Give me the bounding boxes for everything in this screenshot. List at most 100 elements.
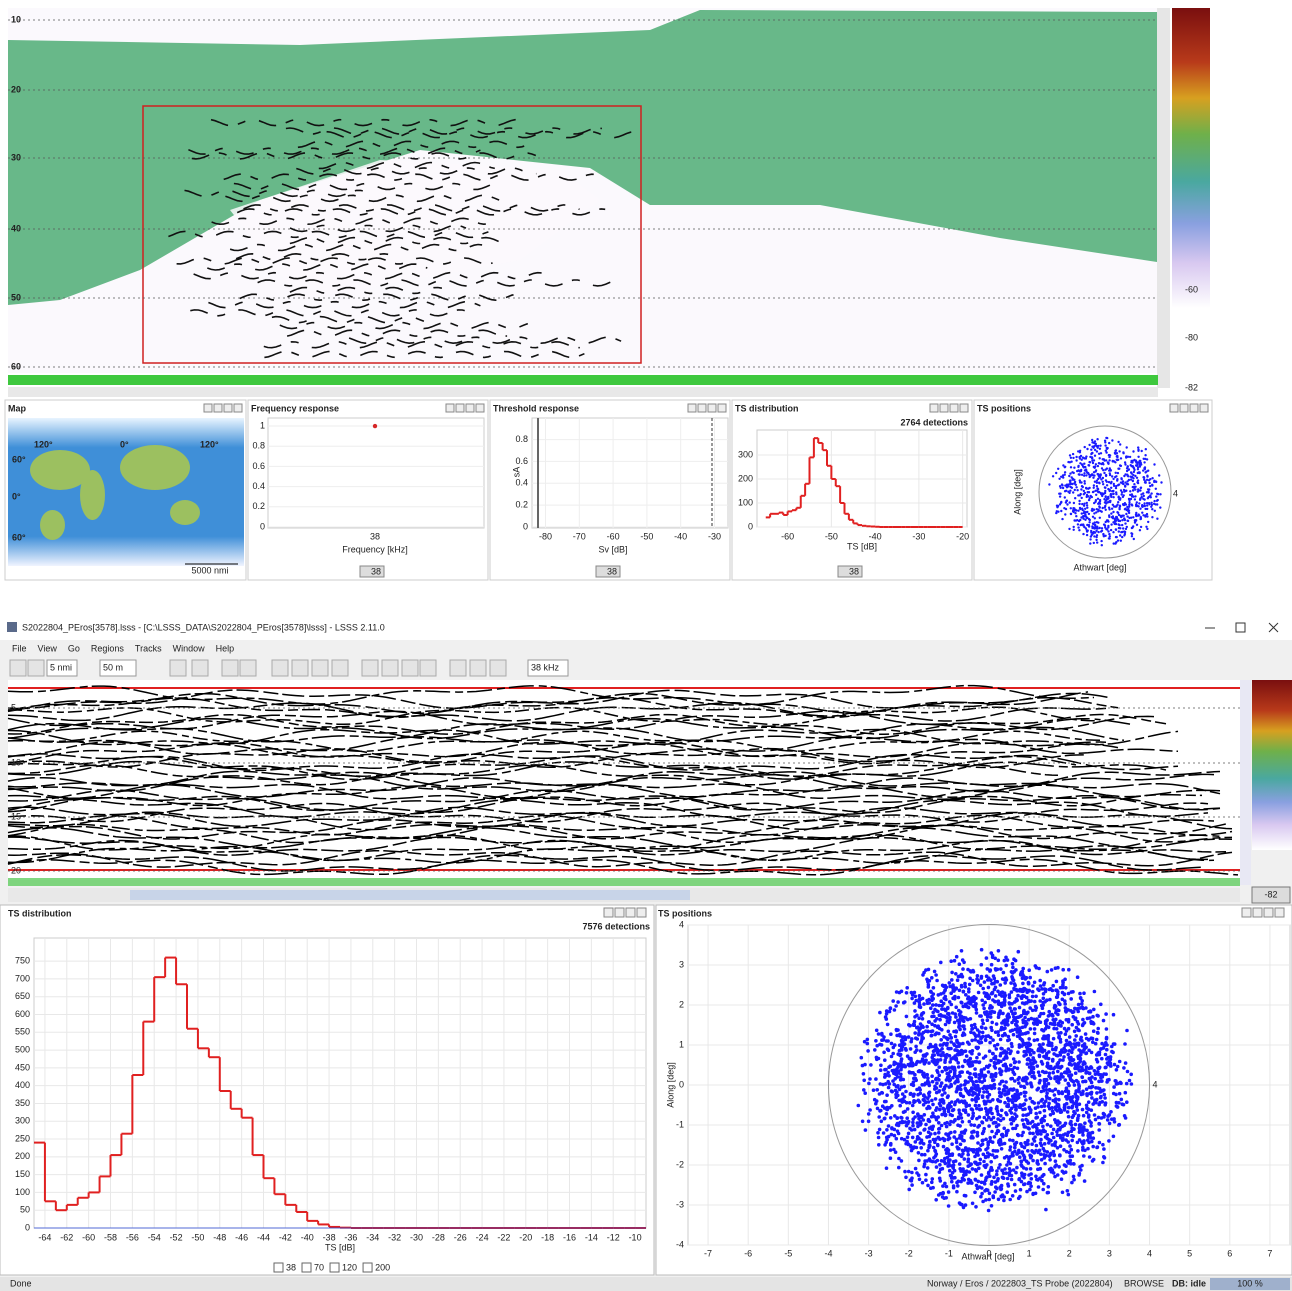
detection-point xyxy=(891,1079,895,1083)
detection-point xyxy=(1083,480,1086,483)
toolbar-button[interactable] xyxy=(469,659,487,677)
toolbar-button[interactable] xyxy=(291,659,309,677)
panel-button[interactable] xyxy=(1199,403,1209,413)
toolbar-button[interactable] xyxy=(331,659,349,677)
panel-button[interactable] xyxy=(614,907,625,918)
detection-point xyxy=(1047,1040,1051,1044)
legend-checkbox[interactable] xyxy=(329,1262,340,1273)
menu-item[interactable]: Regions xyxy=(91,643,125,653)
x-tick-label: -2 xyxy=(905,1248,913,1258)
legend-item[interactable]: 70 xyxy=(314,1262,324,1272)
h-scrollbar[interactable] xyxy=(8,387,1158,397)
scrollbar[interactable] xyxy=(1157,8,1170,388)
menu-item[interactable]: View xyxy=(38,643,58,653)
detection-point xyxy=(999,1183,1004,1188)
panel-button[interactable] xyxy=(929,403,939,413)
panel-button[interactable] xyxy=(697,403,707,413)
scroll-thumb[interactable] xyxy=(130,890,690,900)
toolbar-button[interactable] xyxy=(271,659,289,677)
legend-checkbox[interactable] xyxy=(362,1262,373,1273)
detection-point xyxy=(989,978,993,982)
legend-item[interactable]: 38 xyxy=(286,1262,296,1272)
legend-box[interactable] xyxy=(837,565,863,578)
detection-point xyxy=(1018,987,1022,992)
toolbar-button[interactable] xyxy=(27,659,45,677)
detection-point xyxy=(968,1017,973,1021)
scrollbar[interactable] xyxy=(1240,680,1251,885)
toolbar-button[interactable] xyxy=(191,659,209,677)
toolbar-button[interactable] xyxy=(401,659,419,677)
detection-point xyxy=(1091,1136,1096,1140)
dropdown-value[interactable]: 38 kHz xyxy=(531,662,560,672)
detection-point xyxy=(943,994,948,999)
panel-button[interactable] xyxy=(636,907,647,918)
toolbar-button[interactable] xyxy=(9,659,27,677)
legend-checkbox[interactable] xyxy=(301,1262,312,1273)
toolbar-button[interactable] xyxy=(239,659,257,677)
panel-button[interactable] xyxy=(445,403,455,413)
panel-button[interactable] xyxy=(603,907,614,918)
detection-point xyxy=(1125,1028,1129,1033)
menu-item[interactable]: Tracks xyxy=(135,643,162,653)
detection-point xyxy=(957,1073,962,1078)
panel-button[interactable] xyxy=(1252,907,1263,918)
detection-point xyxy=(1153,509,1157,512)
panel-button[interactable] xyxy=(203,403,213,413)
menu-item[interactable]: File xyxy=(12,643,27,653)
detection-point xyxy=(1132,470,1136,474)
panel-button[interactable] xyxy=(1263,907,1274,918)
legend-box[interactable] xyxy=(359,565,385,578)
toolbar-button[interactable] xyxy=(361,659,379,677)
menu-item[interactable]: Help xyxy=(216,643,235,653)
toolbar-button[interactable] xyxy=(169,659,187,677)
toolbar-button[interactable] xyxy=(221,659,239,677)
panel-button[interactable] xyxy=(1274,907,1285,918)
detection-point xyxy=(931,1145,936,1150)
legend-box[interactable] xyxy=(595,565,621,578)
menu-item[interactable]: Go xyxy=(68,643,80,653)
x-tick-label: -50 xyxy=(825,531,838,541)
toolbar-button[interactable] xyxy=(419,659,437,677)
detection-point xyxy=(901,1000,906,1005)
panel-button[interactable] xyxy=(959,403,969,413)
legend-item[interactable]: 120 xyxy=(342,1262,357,1272)
panel-button[interactable] xyxy=(455,403,465,413)
toolbar-button[interactable] xyxy=(311,659,329,677)
panel-button[interactable] xyxy=(717,403,727,413)
detection-point xyxy=(889,1132,894,1137)
panel-button[interactable] xyxy=(1189,403,1199,413)
toolbar-button[interactable] xyxy=(381,659,399,677)
detection-point xyxy=(1056,1012,1060,1017)
window-controls[interactable] xyxy=(1205,622,1279,633)
fish-trace xyxy=(7,717,1131,740)
detection-point xyxy=(1012,987,1016,992)
dropdown[interactable] xyxy=(46,659,78,677)
panel-button[interactable] xyxy=(1179,403,1189,413)
panel-button[interactable] xyxy=(939,403,949,413)
panel-button[interactable] xyxy=(625,907,636,918)
menu-item[interactable]: Window xyxy=(173,643,206,653)
dropdown[interactable] xyxy=(99,659,137,677)
dropdown-value[interactable]: 50 m xyxy=(103,662,123,672)
panel-button[interactable] xyxy=(949,403,959,413)
panel-button[interactable] xyxy=(213,403,223,413)
panel-button[interactable] xyxy=(707,403,717,413)
panel-button[interactable] xyxy=(1169,403,1179,413)
toolbar-button[interactable] xyxy=(449,659,467,677)
legend-item[interactable]: 200 xyxy=(375,1262,390,1272)
panel-button[interactable] xyxy=(687,403,697,413)
toolbar-button[interactable] xyxy=(489,659,507,677)
panel-button[interactable] xyxy=(233,403,243,413)
dropdown-value[interactable]: 5 nmi xyxy=(50,662,72,672)
detection-point xyxy=(1112,1085,1116,1089)
detection-point xyxy=(1124,463,1127,466)
panel-button[interactable] xyxy=(475,403,485,413)
panel-button[interactable] xyxy=(1241,907,1252,918)
dropdown[interactable] xyxy=(527,659,569,677)
panel-button[interactable] xyxy=(223,403,233,413)
panel-button[interactable] xyxy=(465,403,475,413)
fish-trace xyxy=(7,839,1215,862)
detection-point xyxy=(887,1009,892,1014)
legend-checkbox[interactable] xyxy=(273,1262,284,1273)
detection-point xyxy=(938,1058,943,1062)
